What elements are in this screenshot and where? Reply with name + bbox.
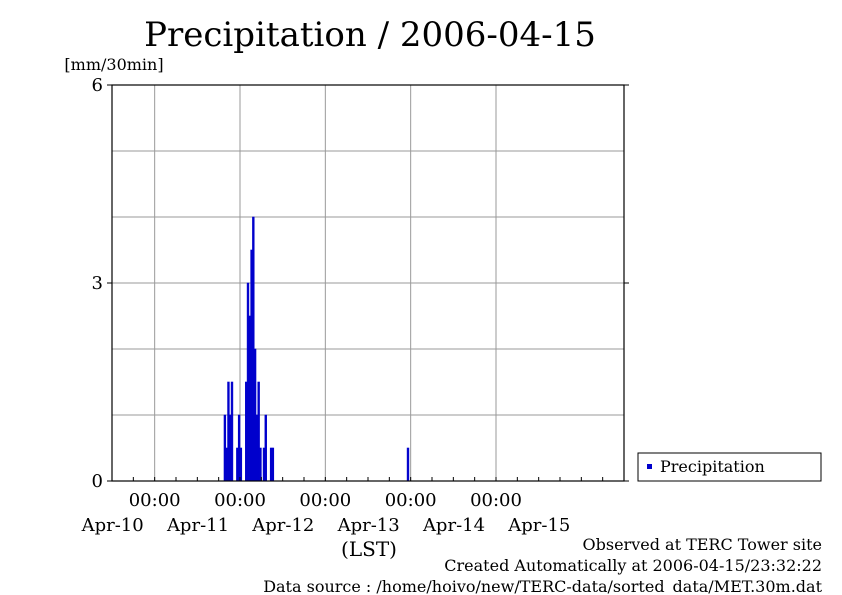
y-tick-label: 3 [92, 273, 103, 294]
chart-title: Precipitation / 2006-04-15 [144, 15, 596, 55]
legend-swatch [647, 464, 652, 469]
x-tick-time-label: 00:00 [129, 490, 181, 511]
precipitation-bar [259, 447, 262, 482]
precipitation-bars [223, 216, 410, 482]
legend-box [637, 452, 822, 482]
x-tick-time-label: 00:00 [214, 490, 266, 511]
y-axis-label: [mm/30min] [64, 55, 163, 74]
precipitation-bar [239, 447, 243, 482]
y-tick-label: 6 [92, 75, 103, 96]
x-tick-date-label: Apr-10 [81, 515, 144, 536]
x-tick-time-label: 00:00 [470, 490, 522, 511]
x-tick-time-label: 00:00 [299, 490, 351, 511]
x-tick-date-label: Apr-14 [422, 515, 485, 536]
legend-label: Precipitation [660, 457, 765, 476]
y-tick-label: 0 [92, 471, 103, 492]
footer-observed: Observed at TERC Tower site [583, 535, 823, 554]
x-tick-date-label: Apr-15 [507, 515, 570, 536]
x-tick-time-label: 00:00 [385, 490, 437, 511]
x-axis-label: (LST) [341, 537, 397, 561]
x-tick-labels: 00:00 00:00 00:00 00:00 00:00 Apr-10 Apr-11 Apr… [81, 490, 571, 536]
x-tick-date-label: Apr-12 [251, 515, 314, 536]
grid-lines [112, 85, 624, 481]
footer-created: Created Automatically at 2006-04-15/23:3… [444, 556, 822, 575]
y-tick-labels: 0 3 6 [92, 75, 103, 492]
x-tick-date-label: Apr-13 [337, 515, 400, 536]
precipitation-bar [230, 381, 234, 482]
x-tick-date-label: Apr-11 [166, 515, 229, 536]
precipitation-bar [406, 447, 410, 482]
precipitation-bar [264, 414, 267, 482]
legend: Precipitation [637, 452, 822, 482]
axes [107, 84, 629, 482]
footer-data-source: Data source : /home/hoivo/new/TERC-data/… [263, 577, 822, 595]
precipitation-bar [271, 447, 275, 482]
